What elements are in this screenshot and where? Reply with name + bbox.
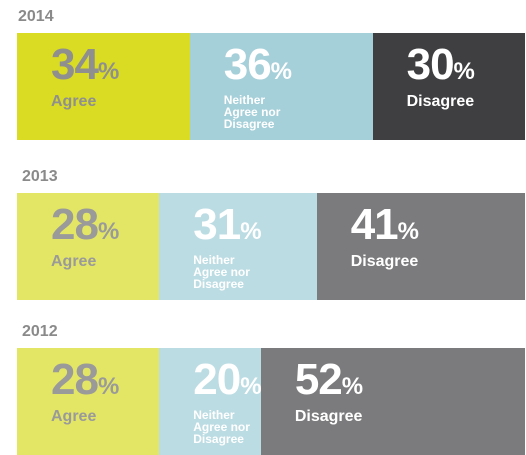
series-label: Disagree [406,93,475,110]
series-label: Neither Agree nor Disagree [193,253,250,291]
value-label: 52% [294,355,364,404]
value-label: 28% [51,355,120,404]
series-label: Disagree [294,408,363,425]
bar: 34% Agree 36% Neither Agree nor Disagree 30%… [17,33,525,140]
year-label: 2013 [22,168,58,185]
series-label: Neither Agree nor Disagree [223,93,281,131]
year-label: 2012 [22,323,58,340]
bar-segment: 36% Neither Agree nor Disagree [189,33,373,140]
value-label: 28% [51,200,120,249]
series-label: Neither Agree nor Disagree [193,408,250,446]
bar-segment: 30% Disagree [372,33,525,140]
bar-segment: 52% Disagree [260,348,525,455]
value-label: 41% [350,200,419,249]
bar: 28% Agree 20% Neither Agree nor Disagree 52%… [17,348,525,455]
series-label: Agree [51,93,97,110]
bar-segment: 28% Agree [17,193,160,300]
bar-segment: 31% Neither Agree nor Disagree [159,193,317,300]
value-label: 36% [223,40,293,89]
value-label: 30% [406,40,475,89]
series-label: Agree [51,408,97,425]
bar-segment: 28% Agree [17,348,160,455]
year-label: 2014 [18,8,54,25]
series-label: Agree [51,253,97,270]
value-label: 31% [193,200,262,249]
bar: 28% Agree 31% Neither Agree nor Disagree 41%… [17,193,525,300]
bar-segment: 20% Neither Agree nor Disagree [159,348,261,455]
value-label: 20% [193,355,261,404]
bar-segment: 41% Disagree [316,193,525,300]
value-label: 34% [51,40,120,89]
series-label: Disagree [350,253,419,270]
bar-segment: 34% Agree [17,33,190,140]
